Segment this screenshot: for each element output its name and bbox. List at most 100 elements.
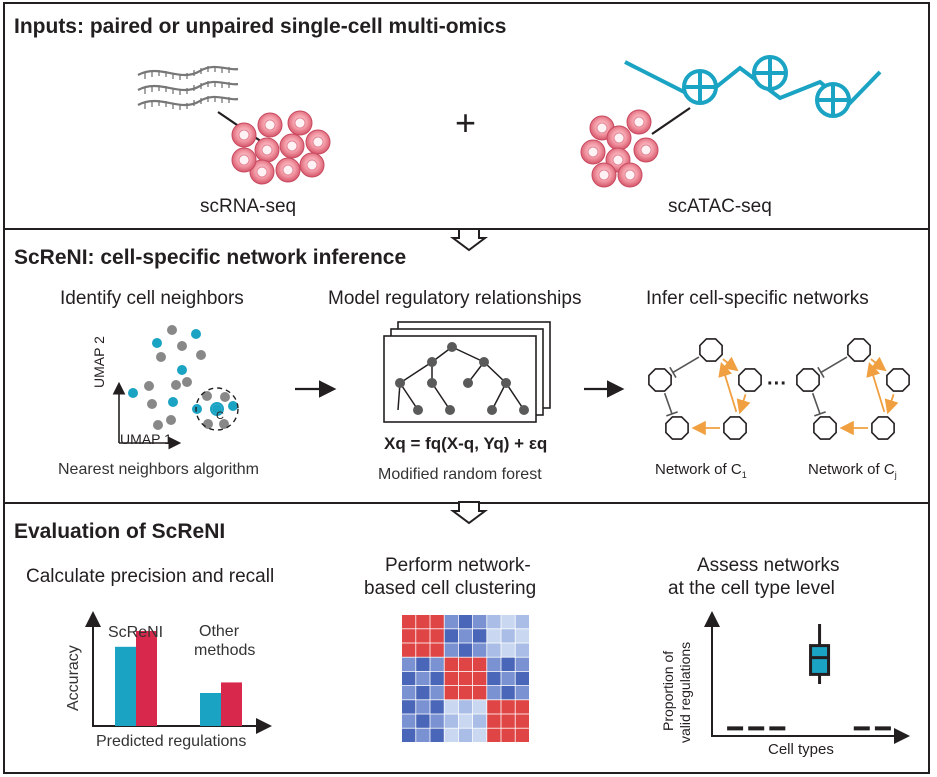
heatmap-cell — [515, 700, 529, 714]
heatmap-cell — [473, 657, 487, 671]
umap-y-label: UMAP 2 — [91, 336, 107, 388]
heatmap-cell — [515, 657, 529, 671]
heatmap-cell — [444, 714, 458, 728]
heatmap-cell — [501, 728, 515, 742]
heatmap-cell — [501, 643, 515, 657]
heatmap-cell — [501, 657, 515, 671]
heatmap-cell — [416, 643, 430, 657]
step2-caption: Modified random forest — [378, 466, 542, 483]
gray-cell-point — [167, 325, 177, 335]
step3-title: Infer cell-specific networks — [646, 288, 869, 309]
heatmap-cell — [473, 629, 487, 643]
inputs-heading: Inputs: paired or unpaired single-cell m… — [14, 15, 507, 38]
gene-node-icon — [871, 416, 895, 440]
heatmap-cell — [487, 714, 501, 728]
cyan-cell-point — [128, 388, 138, 398]
bar-y-label: Accuracy — [65, 645, 82, 711]
down-arrow-icon — [450, 228, 488, 252]
gray-cell-point — [177, 341, 187, 351]
heatmap-cell — [430, 686, 444, 700]
heatmap-cell — [430, 671, 444, 686]
ellipsis: ··· — [767, 373, 787, 395]
heatmap-cell — [444, 657, 458, 671]
nucleus-icon — [261, 144, 273, 156]
cyan-cell-point — [168, 397, 178, 407]
heatmap-cell — [473, 671, 487, 686]
heatmap-cell — [487, 671, 501, 686]
heatmap-cell — [458, 615, 473, 629]
heatmap-cell — [444, 671, 458, 686]
heatmap-cell — [444, 643, 458, 657]
cyan-cell-point — [212, 404, 222, 414]
nucleus-icon — [282, 164, 294, 176]
heatmap-cell — [458, 728, 473, 742]
nucleus-icon — [306, 159, 318, 171]
rf-formula: Xq = fq(X-q, Yq) + εq — [384, 434, 548, 453]
nucleus-icon — [633, 116, 645, 128]
heatmap-cell — [501, 615, 515, 629]
heatmap-cell — [501, 700, 515, 714]
step1-caption: Nearest neighbors algorithm — [58, 461, 259, 478]
rna-reads-icon — [137, 65, 239, 107]
bar-group-1-label: ScReNI — [108, 624, 164, 641]
heatmap-cell — [487, 700, 501, 714]
heatmap-cell — [416, 686, 430, 700]
cyan-cell-point — [192, 404, 202, 414]
heatmap-cell — [515, 714, 529, 728]
heatmap-cell — [473, 615, 487, 629]
cluster-heatmap — [402, 615, 529, 742]
heatmap-cell — [402, 629, 416, 643]
gene-node-icon — [738, 368, 762, 392]
heatmap-cell — [402, 714, 416, 728]
random-forest-icon — [383, 321, 551, 423]
heatmap-cell — [458, 686, 473, 700]
heatmap-cell — [416, 657, 430, 671]
box-x-label: Cell types — [768, 741, 834, 758]
rna-cell-cluster — [231, 110, 331, 185]
heatmap-cell — [473, 714, 487, 728]
heatmap-cell — [416, 700, 430, 714]
cyan-cell-point — [228, 401, 238, 411]
bar-group-2-label-1: Other — [199, 623, 240, 640]
gray-cell-point — [166, 415, 176, 425]
gene-node-icon — [648, 368, 672, 392]
nucleus-icon — [264, 119, 276, 131]
nucleus-icon — [612, 154, 624, 166]
heatmap-cell — [487, 657, 501, 671]
heatmap-cell — [487, 686, 501, 700]
gray-cell-point — [156, 352, 166, 362]
nucleus-icon — [238, 129, 250, 141]
heatmap-cell — [444, 700, 458, 714]
heatmap-cell — [430, 615, 444, 629]
clustering-title-1: Perform network- — [385, 555, 531, 576]
nucleus-icon — [613, 132, 625, 144]
nucleus-icon — [294, 117, 306, 129]
umap-x-label: UMAP 1 — [120, 431, 172, 447]
assess-title-2: at the cell type level — [668, 578, 835, 599]
bar-2-1 — [200, 693, 221, 726]
nucleus-icon — [624, 169, 636, 181]
gray-cell-point — [202, 391, 212, 401]
network-j-label: Network of Cj — [808, 461, 897, 480]
step2-title: Model regulatory relationships — [328, 288, 582, 309]
heatmap-cell — [416, 728, 430, 742]
atac-chromatin-icon — [624, 55, 882, 118]
gene-node-icon — [665, 416, 689, 440]
heatmap-cell — [430, 643, 444, 657]
cell-network-j — [796, 338, 910, 440]
cyan-cell-point — [152, 338, 162, 348]
heatmap-cell — [430, 629, 444, 643]
heatmap-cell — [458, 671, 473, 686]
gene-node-icon — [699, 338, 723, 362]
heatmap-cell — [515, 615, 529, 629]
step1-title: Identify cell neighbors — [60, 288, 244, 309]
bar-group-2-label-2: methods — [194, 642, 256, 659]
screni-heading: ScReNI: cell-specific network inference — [14, 246, 407, 269]
bar-1-1 — [115, 646, 136, 726]
gene-node-icon — [723, 416, 747, 440]
heatmap-cell — [515, 643, 529, 657]
cell-c-label: C — [216, 410, 224, 422]
heatmap-cell — [402, 643, 416, 657]
nucleus-icon — [598, 169, 610, 181]
